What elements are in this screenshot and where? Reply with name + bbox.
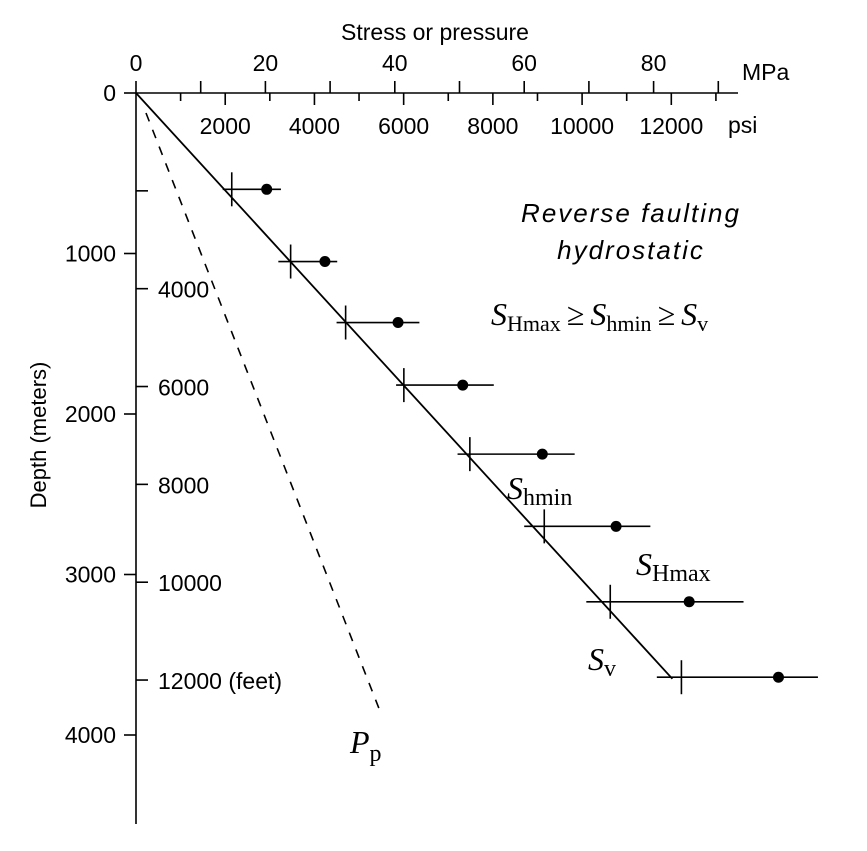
pp-gradient-line xyxy=(145,112,382,713)
psi-tick-label: 2000 xyxy=(200,113,251,139)
depth-tick-label: 4000 xyxy=(65,722,116,748)
relation-s1: S xyxy=(491,296,507,332)
mpa-tick-label: 0 xyxy=(130,50,143,76)
depth-tick-label: 1000 xyxy=(65,241,116,267)
label-shmax: SHmax xyxy=(636,546,711,587)
mpa-tick-label: 60 xyxy=(511,50,537,76)
depth-ticks: 0 1000 2000 3000 4000 xyxy=(65,80,136,748)
pp-line xyxy=(145,112,382,713)
depth-tick-label: 0 xyxy=(103,80,116,106)
regime-title: Reverse faulting xyxy=(521,198,741,228)
mpa-ticks: 0 20 40 60 80 xyxy=(130,50,720,93)
shmax-point xyxy=(536,448,548,460)
shmax-point xyxy=(392,317,404,329)
shmax-point xyxy=(261,183,273,195)
depth-tick-label: 3000 xyxy=(65,562,116,588)
psi-tick-label: 10000 xyxy=(550,113,614,139)
shmax-point xyxy=(457,379,469,391)
depth-tick-label: 2000 xyxy=(65,401,116,427)
mpa-unit-label: MPa xyxy=(742,59,790,85)
psi-tick-label: 12000 xyxy=(639,113,703,139)
label-sv: Sv xyxy=(588,641,616,682)
feet-tick-label: 4000 xyxy=(158,277,209,303)
shmax-point xyxy=(683,596,695,608)
top-axis-title: Stress or pressure xyxy=(341,19,529,45)
psi-tick-label: 8000 xyxy=(467,113,518,139)
feet-tick-label: 10000 xyxy=(158,570,222,596)
regime-subtitle: hydrostatic xyxy=(557,235,705,265)
psi-ticks: 2000 4000 6000 8000 10000 12000 xyxy=(179,93,717,139)
mpa-tick-label: 80 xyxy=(641,50,667,76)
relation-op2: ≥ xyxy=(658,296,676,332)
psi-tick-label: 4000 xyxy=(289,113,340,139)
stress-relation: SHmax ≥ Shmin ≥ Sv xyxy=(491,296,708,336)
relation-s3-sub: v xyxy=(697,311,708,336)
label-pp: Pp xyxy=(349,724,382,767)
relation-s2: S xyxy=(590,296,606,332)
shmax-point xyxy=(772,671,784,683)
psi-unit-label: psi xyxy=(728,112,757,138)
label-shmin: Shmin xyxy=(507,470,572,511)
shmax-markers xyxy=(261,183,784,683)
shmax-point xyxy=(610,520,622,532)
feet-tick-label: 8000 xyxy=(158,472,209,498)
depth-axis-title: Depth (meters) xyxy=(26,362,51,509)
relation-s2-sub: hmin xyxy=(606,311,651,336)
mpa-tick-label: 20 xyxy=(253,50,279,76)
relation-s3: S xyxy=(681,296,697,332)
psi-tick-label: 6000 xyxy=(378,113,429,139)
feet-tick-label: 6000 xyxy=(158,375,209,401)
shmax-point xyxy=(319,256,331,268)
error-bars xyxy=(222,188,818,679)
mpa-tick-label: 40 xyxy=(382,50,408,76)
feet-ticks: 4000 6000 8000 10000 12000 (feet) xyxy=(136,190,282,694)
relation-op1: ≥ xyxy=(567,296,585,332)
relation-s1-sub: Hmax xyxy=(507,311,561,336)
feet-tick-label: 12000 (feet) xyxy=(158,668,282,694)
axes xyxy=(135,92,738,824)
shmin-markers xyxy=(230,172,683,695)
